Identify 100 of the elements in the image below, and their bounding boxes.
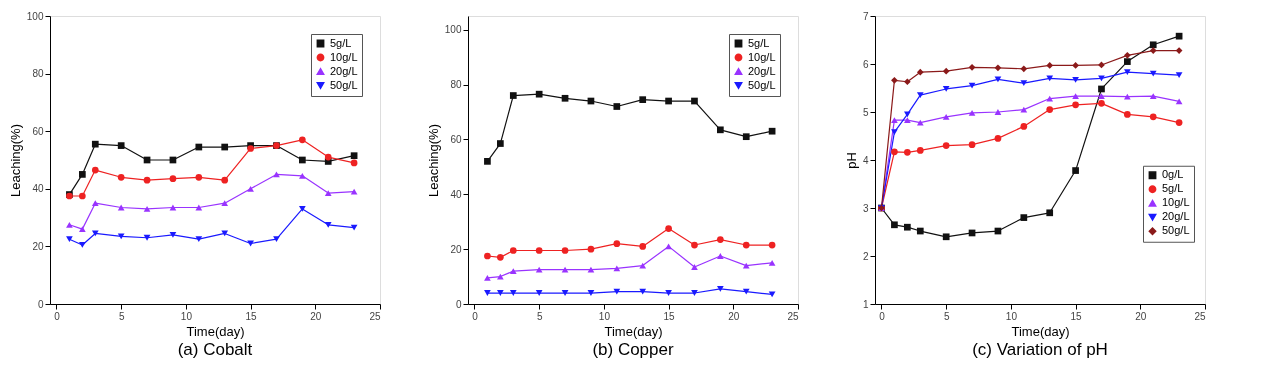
legend-label: 50g/L [748,78,776,91]
point [561,266,569,273]
point [509,290,517,296]
point [1149,47,1157,54]
point [942,142,950,149]
point [1072,93,1079,100]
point [509,268,517,274]
point [497,290,504,296]
x-tick-label: 20 [728,310,740,322]
y-tick-label: 6 [862,58,869,70]
point [484,158,491,165]
point [1020,214,1028,221]
point [221,176,229,184]
point [1020,106,1028,113]
point [639,243,647,250]
x-tick-label: 25 [1194,310,1206,322]
point [169,175,177,183]
point [968,82,976,89]
y-tick-label: 5 [862,106,869,118]
y-tick-label: 80 [32,68,44,80]
point [994,76,1002,83]
y-axis-title: Leaching(%) [7,124,23,197]
legend-label: 50g/L [1162,224,1190,237]
point [768,259,776,266]
point [484,252,491,260]
point [1046,75,1054,82]
point [497,254,504,261]
point [613,288,621,295]
legend-label: 5g/L [1162,182,1184,195]
point [1098,100,1105,107]
x-axis-title: Time(day) [604,323,663,339]
point [117,233,125,240]
point [1072,167,1079,174]
point [273,236,280,243]
point [1046,209,1054,217]
point [968,141,976,148]
point [1020,80,1028,87]
point [916,227,924,235]
point [221,200,229,207]
point [639,262,647,269]
point [143,206,151,212]
point [350,224,358,231]
y-tick-label: 40 [32,183,44,195]
point [324,190,332,197]
point [1175,72,1183,78]
legend-label: 5g/L [330,36,352,49]
point [742,288,750,295]
y-tick-label: 40 [450,188,462,200]
point [742,133,750,141]
point [561,94,569,102]
point [1175,119,1183,126]
point [1072,62,1079,69]
point [904,78,911,86]
point [691,264,698,270]
point [942,233,950,241]
point [66,236,73,243]
point [968,64,976,71]
x-tick-label: 10 [1005,310,1018,322]
y-tick-label: 7 [862,10,869,22]
point [509,92,517,99]
legend-label: 20g/L [330,64,358,77]
y-tick-label: 60 [32,125,44,137]
y-tick-label: 1 [862,298,869,310]
point [916,68,924,76]
point [91,166,99,174]
point [916,147,924,154]
point [299,156,306,164]
x-tick-label: 10 [180,310,193,322]
point [1020,123,1028,130]
point [768,127,776,135]
point [742,241,750,249]
point [691,241,698,249]
point [143,176,151,184]
point [891,76,898,84]
y-tick-label: 2 [862,250,869,262]
point [324,221,332,228]
point [350,152,358,160]
point [324,153,332,161]
point [1149,41,1157,49]
point [561,247,569,254]
point [891,117,898,124]
point [350,159,358,167]
point [665,225,672,232]
text: (a) Cobalt [177,340,253,359]
point [1124,52,1131,59]
legend-label: 20g/L [1162,210,1190,223]
point [79,192,86,200]
point [1149,70,1157,77]
point [587,290,595,296]
point [79,226,86,233]
x-tick-label: 15 [245,310,258,322]
point [1175,32,1183,40]
point [299,136,306,144]
point [717,286,724,292]
x-axis-title: Time(day) [186,323,245,339]
x-tick-label: 20 [1135,310,1147,322]
x-axis-title: Time(day) [1011,323,1070,339]
point [195,143,203,151]
point [484,275,491,281]
point [1124,58,1131,65]
